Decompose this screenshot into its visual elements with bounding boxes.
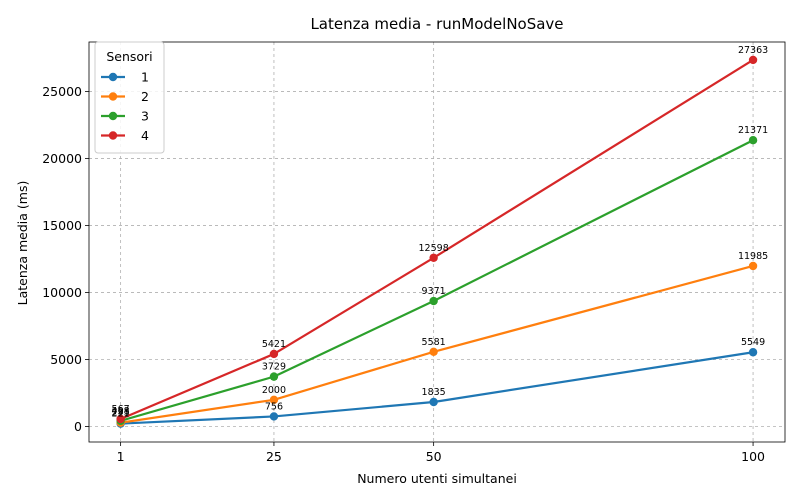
y-axis-label: Latenza media (ms) [15,181,30,306]
series-line [120,139,754,422]
y-tick-label: 25000 [42,84,82,99]
series-line [120,264,754,424]
data-label: 11985 [738,251,768,262]
y-axis: 0 5000 10000 15000 20000 25000 [42,84,89,434]
y-tick-label: 5000 [50,352,82,367]
data-point [269,412,279,421]
legend-marker [108,72,118,82]
series-2 [116,261,758,427]
legend-item-4: 4 [101,128,149,143]
data-point [429,253,438,262]
y-tick-label: 15000 [42,218,82,233]
legend-item-2: 2 [101,89,149,104]
data-label: 1835 [422,387,446,398]
data-label: 27363 [738,45,768,56]
series-layer [116,55,758,428]
legend-label: 2 [141,89,149,104]
x-tick-label: 1 [117,449,125,464]
legend-marker [108,92,118,101]
legend-label: 1 [141,70,149,85]
data-label: 3729 [262,362,286,373]
data-point [269,395,279,404]
y-tick-label: 0 [74,419,82,434]
data-point [429,347,438,357]
data-label: 756 [265,401,283,412]
legend-item-1: 1 [101,70,149,85]
data-labels: 221 756 1835 5549 293 2000 5581 11985 428 3729 937… [112,45,769,420]
y-tick-label: 20000 [42,151,82,166]
plot-area [88,41,786,443]
legend-label: 3 [141,109,149,124]
x-axis-label: Numero utenti simultanei [357,471,517,486]
legend-marker [108,131,118,140]
chart-title: Latenza media - runModelNoSave [310,15,563,33]
data-point [269,349,279,359]
data-label: 9371 [422,286,446,297]
data-label: 428 [112,406,130,417]
x-axis: 1 25 50 100 [117,442,765,464]
x-tick-label: 25 [266,449,282,464]
data-point [116,414,125,424]
legend-title: Sensori [106,49,152,64]
legend-item-3: 3 [101,109,149,124]
data-point [748,261,758,271]
data-label: 5549 [741,337,765,348]
grid [89,42,785,442]
data-label: 5581 [422,337,446,348]
data-point [748,348,758,357]
data-label: 2000 [262,385,286,396]
series-4 [116,55,758,424]
data-label: 5421 [262,339,286,350]
data-point [269,372,279,381]
y-tick-label: 10000 [42,285,82,300]
data-label: 567 [112,404,130,415]
data-label: 12598 [419,243,449,254]
x-tick-label: 50 [426,449,442,464]
data-label: 221 [112,409,130,420]
data-point [429,296,438,306]
legend: Sensori 1 2 3 4 [94,41,165,154]
x-tick-label: 100 [741,449,765,464]
series-line [120,58,754,421]
series-3 [116,136,758,426]
legend-label: 4 [141,128,149,143]
legend-box [94,41,165,154]
data-label: 293 [112,408,130,419]
data-point [748,136,758,145]
data-point [429,397,438,407]
data-label: 21371 [738,125,768,136]
legend-marker [108,111,118,121]
series-line [120,351,754,425]
data-point [748,55,758,65]
